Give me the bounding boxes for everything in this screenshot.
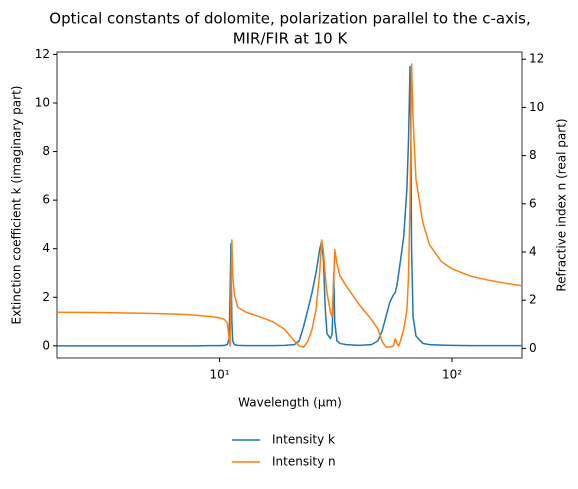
y-tick-label: 10 [35, 96, 50, 110]
y2-axis-label: Refractive index n (real part) [555, 118, 569, 291]
y2-tick-label: 2 [529, 293, 537, 307]
y2-tick-label: 8 [529, 148, 537, 162]
chart-subtitle: MIR/FIR at 10 K [233, 30, 349, 48]
plot-area [57, 63, 522, 348]
y-tick-label: 6 [42, 193, 50, 207]
x-tick-label: 10¹ [209, 368, 229, 382]
axes-frame [56, 51, 523, 359]
y2-tick-label: 10 [529, 100, 544, 114]
y2-tick-label: 0 [529, 341, 537, 355]
x-tick-label: 10² [442, 368, 462, 382]
series-line [57, 65, 522, 347]
y-tick-label: 2 [42, 290, 50, 304]
y-axis-label: Extinction coefficient k (imaginary part… [10, 86, 24, 325]
series-line [57, 63, 522, 348]
y-tick-label: 8 [42, 144, 50, 158]
legend-label: Intensity n [272, 455, 336, 469]
y2-tick-label: 6 [529, 196, 537, 210]
x-axis-label: Wavelength (μm) [238, 396, 342, 410]
y-tick-label: 12 [35, 47, 50, 61]
y-tick-label: 0 [42, 338, 50, 352]
y2-tick-label: 4 [529, 244, 537, 258]
y2-tick-label: 12 [529, 52, 544, 66]
y-tick-label: 4 [42, 241, 50, 255]
chart-title: Optical constants of dolomite, polarizat… [49, 10, 530, 28]
legend-label: Intensity k [272, 433, 335, 447]
